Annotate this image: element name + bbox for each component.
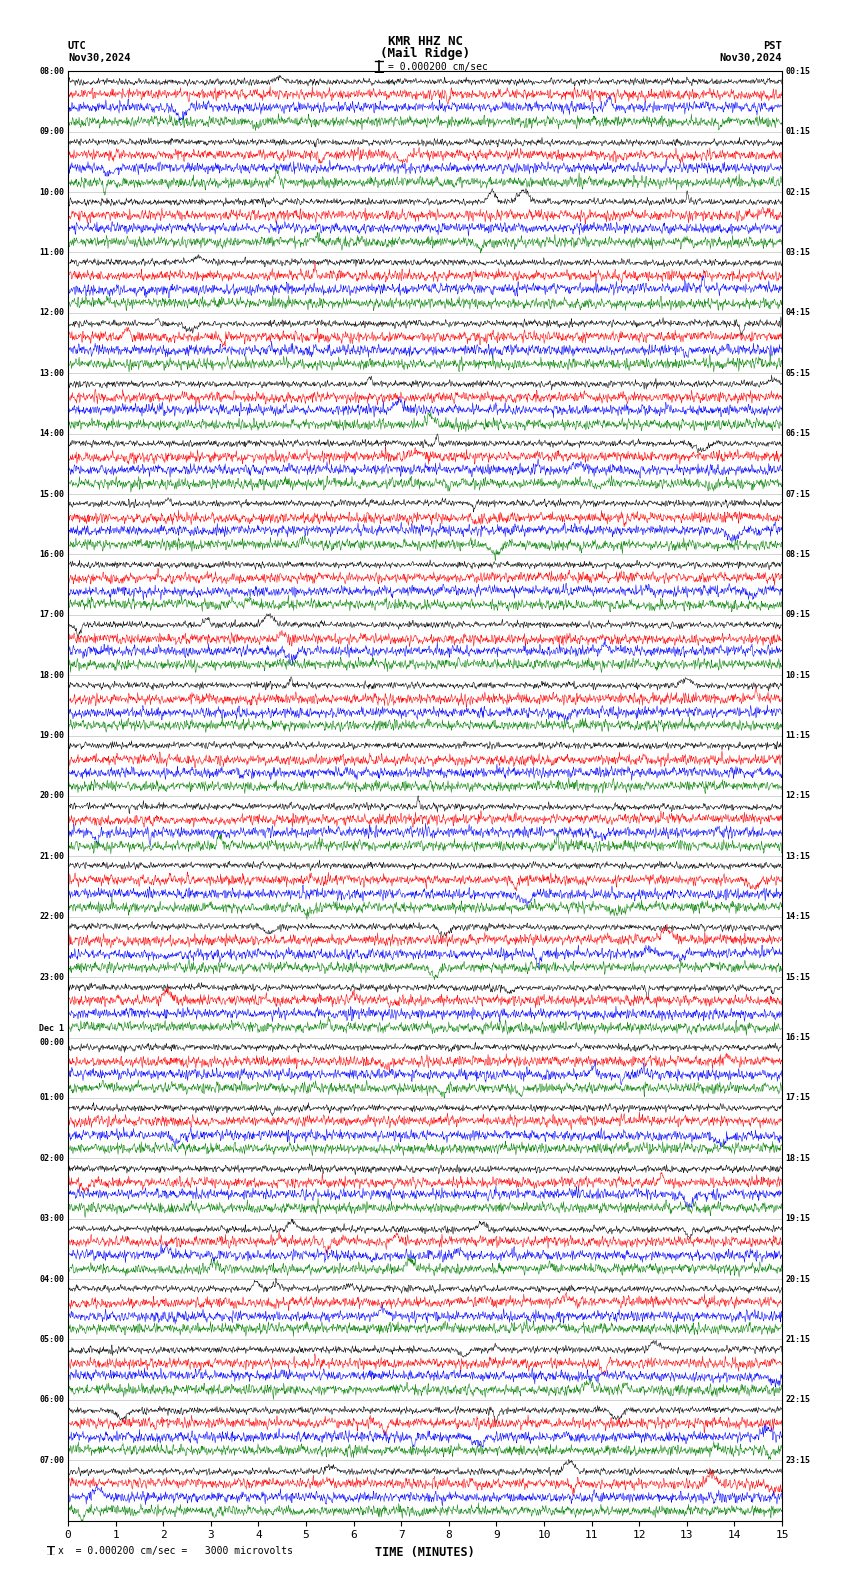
Text: 14:15: 14:15 xyxy=(785,912,811,922)
Text: 17:00: 17:00 xyxy=(39,610,65,619)
Text: 18:15: 18:15 xyxy=(785,1153,811,1163)
Text: 23:15: 23:15 xyxy=(785,1456,811,1465)
Text: 05:15: 05:15 xyxy=(785,369,811,377)
Text: 19:00: 19:00 xyxy=(39,732,65,740)
Text: 06:15: 06:15 xyxy=(785,429,811,439)
Text: 05:00: 05:00 xyxy=(39,1335,65,1343)
Text: 18:00: 18:00 xyxy=(39,670,65,680)
Text: KMR HHZ NC: KMR HHZ NC xyxy=(388,35,462,48)
Text: 12:15: 12:15 xyxy=(785,792,811,800)
Text: 06:00: 06:00 xyxy=(39,1396,65,1405)
Text: x  = 0.000200 cm/sec =   3000 microvolts: x = 0.000200 cm/sec = 3000 microvolts xyxy=(58,1546,292,1555)
Text: 10:00: 10:00 xyxy=(39,187,65,196)
Text: 08:00: 08:00 xyxy=(39,67,65,76)
Text: UTC: UTC xyxy=(68,41,87,51)
Text: 04:00: 04:00 xyxy=(39,1275,65,1283)
Text: 01:00: 01:00 xyxy=(39,1093,65,1102)
Text: 02:15: 02:15 xyxy=(785,187,811,196)
Text: 09:15: 09:15 xyxy=(785,610,811,619)
X-axis label: TIME (MINUTES): TIME (MINUTES) xyxy=(375,1546,475,1559)
Text: 08:15: 08:15 xyxy=(785,550,811,559)
Text: 13:15: 13:15 xyxy=(785,852,811,860)
Text: 09:00: 09:00 xyxy=(39,127,65,136)
Text: 14:00: 14:00 xyxy=(39,429,65,439)
Text: Nov30,2024: Nov30,2024 xyxy=(719,54,782,63)
Text: 11:15: 11:15 xyxy=(785,732,811,740)
Text: (Mail Ridge): (Mail Ridge) xyxy=(380,48,470,60)
Text: 03:00: 03:00 xyxy=(39,1215,65,1223)
Text: 00:00: 00:00 xyxy=(39,1038,65,1047)
Text: PST: PST xyxy=(763,41,782,51)
Text: 15:15: 15:15 xyxy=(785,973,811,982)
Text: Dec 1: Dec 1 xyxy=(39,1025,65,1033)
Text: 19:15: 19:15 xyxy=(785,1215,811,1223)
Text: 00:15: 00:15 xyxy=(785,67,811,76)
Text: 16:15: 16:15 xyxy=(785,1033,811,1042)
Text: = 0.000200 cm/sec: = 0.000200 cm/sec xyxy=(388,62,488,71)
Text: 12:00: 12:00 xyxy=(39,309,65,317)
Text: 15:00: 15:00 xyxy=(39,489,65,499)
Text: 17:15: 17:15 xyxy=(785,1093,811,1102)
Text: 11:00: 11:00 xyxy=(39,249,65,257)
Text: 20:00: 20:00 xyxy=(39,792,65,800)
Text: 21:15: 21:15 xyxy=(785,1335,811,1343)
Text: 01:15: 01:15 xyxy=(785,127,811,136)
Text: 03:15: 03:15 xyxy=(785,249,811,257)
Text: 07:15: 07:15 xyxy=(785,489,811,499)
Text: 04:15: 04:15 xyxy=(785,309,811,317)
Text: 23:00: 23:00 xyxy=(39,973,65,982)
Text: 16:00: 16:00 xyxy=(39,550,65,559)
Text: 07:00: 07:00 xyxy=(39,1456,65,1465)
Text: 20:15: 20:15 xyxy=(785,1275,811,1283)
Text: 13:00: 13:00 xyxy=(39,369,65,377)
Text: 22:15: 22:15 xyxy=(785,1396,811,1405)
Text: 10:15: 10:15 xyxy=(785,670,811,680)
Text: Nov30,2024: Nov30,2024 xyxy=(68,54,131,63)
Text: 22:00: 22:00 xyxy=(39,912,65,922)
Text: 02:00: 02:00 xyxy=(39,1153,65,1163)
Text: 21:00: 21:00 xyxy=(39,852,65,860)
